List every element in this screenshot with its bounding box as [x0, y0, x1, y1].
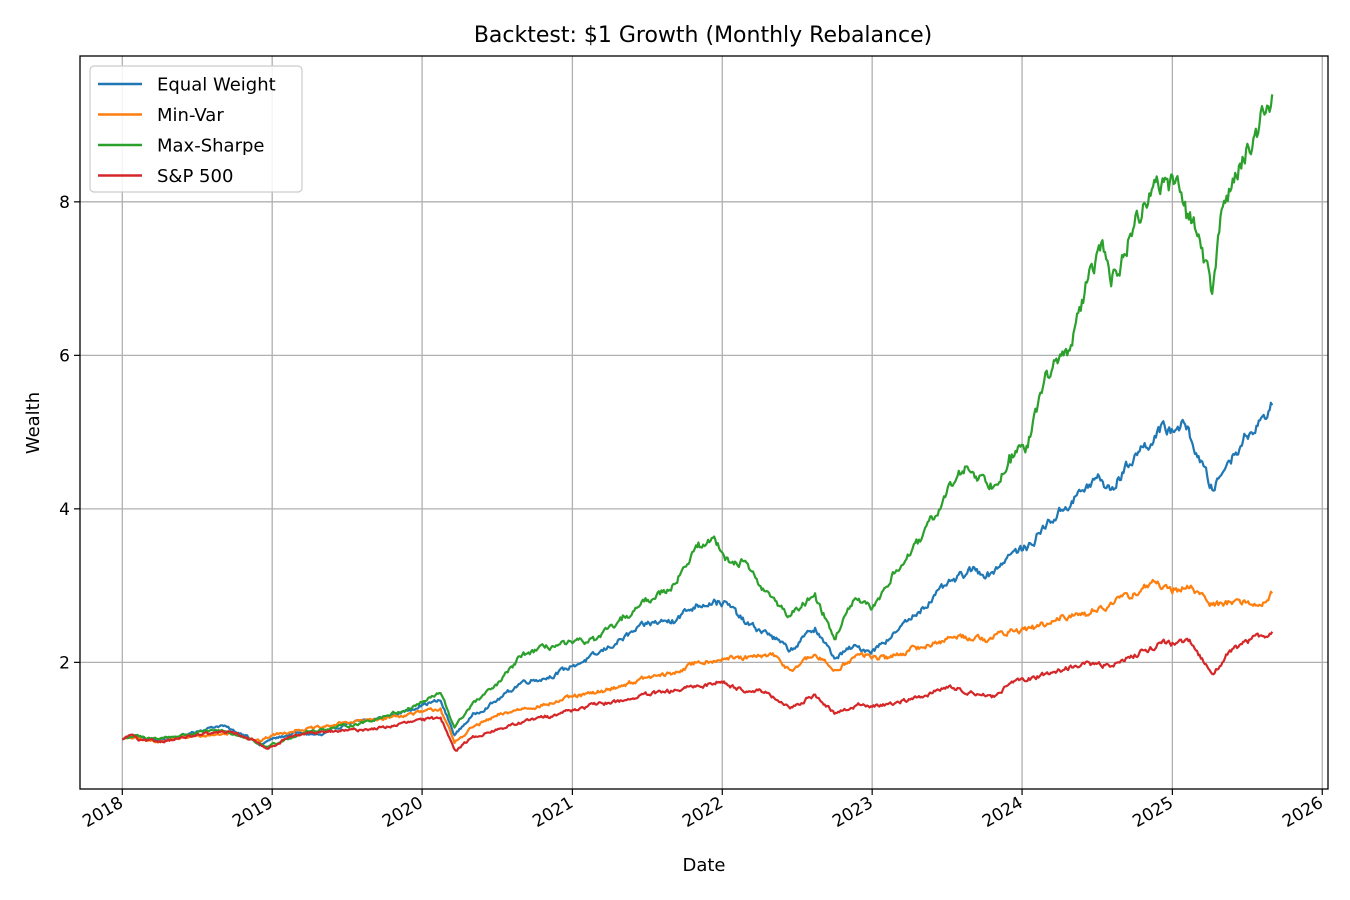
y-tick-label: 2 — [59, 653, 70, 673]
legend-label-equal-weight: Equal Weight — [157, 75, 276, 96]
series-line-max-sharpe — [122, 94, 1274, 748]
legend: Equal Weight Min-Var Max-Sharpe S&P 500 — [89, 65, 303, 193]
chart-title: Backtest: $1 Growth (Monthly Rebalance) — [474, 23, 932, 48]
y-axis-label: Wealth — [23, 392, 44, 454]
series-line-min-var — [122, 578, 1274, 744]
y-tick-label: 6 — [59, 346, 70, 366]
y-axis: 2 4 6 8 — [59, 193, 80, 673]
x-axis-label: Date — [682, 855, 725, 876]
legend-box — [89, 65, 303, 193]
legend-label-min-var: Min-Var — [157, 105, 224, 126]
series-lines — [122, 94, 1274, 752]
plot-frame — [79, 55, 1329, 790]
series-line-s-p-500 — [122, 631, 1274, 752]
y-tick-label: 4 — [59, 500, 70, 520]
y-tick-label: 8 — [59, 193, 70, 213]
legend-label-max-sharpe: Max-Sharpe — [157, 136, 264, 157]
legend-label-s-p-500: S&P 500 — [157, 166, 233, 187]
